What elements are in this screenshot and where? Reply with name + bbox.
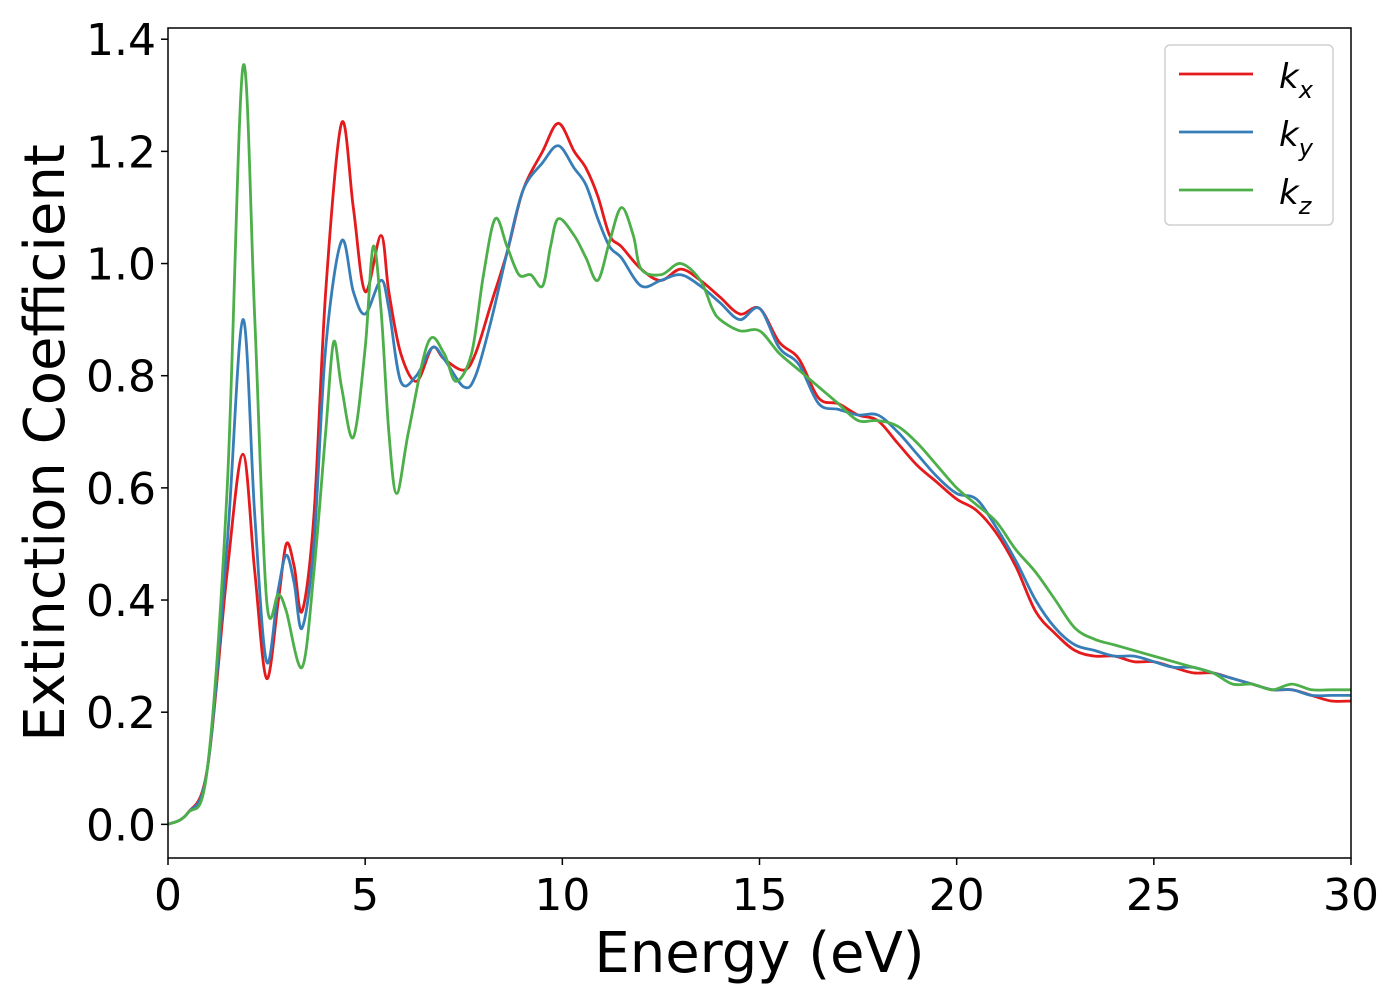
y-tick-label: 0.8	[86, 352, 156, 403]
x-tick-label: 15	[732, 870, 788, 921]
legend-label-main: k	[1279, 173, 1300, 213]
legend-label-kz: kz	[1279, 173, 1313, 220]
x-axis-label: Energy (eV)	[594, 921, 924, 986]
x-tick-label: 25	[1126, 870, 1182, 921]
series-line-ky	[168, 144, 1351, 826]
y-tick-label: 1.2	[86, 127, 156, 178]
y-tick-label: 1.4	[86, 15, 156, 66]
x-tick-label: 30	[1323, 870, 1379, 921]
y-axis-label: Extinction Coefficient	[13, 144, 78, 742]
y-axis-ticks: 0.0 0.2 0.4 0.6 0.8 1.0 1.2 1.4	[86, 15, 168, 851]
x-tick-label: 0	[154, 870, 182, 921]
series-line-kx	[168, 120, 1351, 826]
x-tick-label: 20	[929, 870, 985, 921]
x-tick-label: 5	[351, 870, 379, 921]
y-tick-label: 0.4	[86, 576, 156, 627]
series-layer	[168, 63, 1351, 826]
legend-label-kx: kx	[1279, 57, 1314, 104]
legend-label-subscript: z	[1298, 192, 1313, 220]
legend-box	[1164, 44, 1334, 226]
series-line-kz	[168, 63, 1351, 826]
y-tick-label: 1.0	[86, 240, 156, 291]
y-tick-label: 0.0	[86, 800, 156, 851]
legend-label-main: k	[1279, 115, 1300, 155]
legend-label-main: k	[1279, 57, 1300, 97]
legend-label-subscript: x	[1298, 76, 1314, 104]
y-tick-label: 0.6	[86, 464, 156, 515]
x-tick-label: 10	[534, 870, 590, 921]
x-axis-ticks: 0 5 10 15 20 25 30	[154, 858, 1379, 921]
legend-label-subscript: y	[1298, 134, 1314, 162]
legend-label-ky: ky	[1279, 115, 1314, 162]
y-tick-label: 0.2	[86, 688, 156, 739]
